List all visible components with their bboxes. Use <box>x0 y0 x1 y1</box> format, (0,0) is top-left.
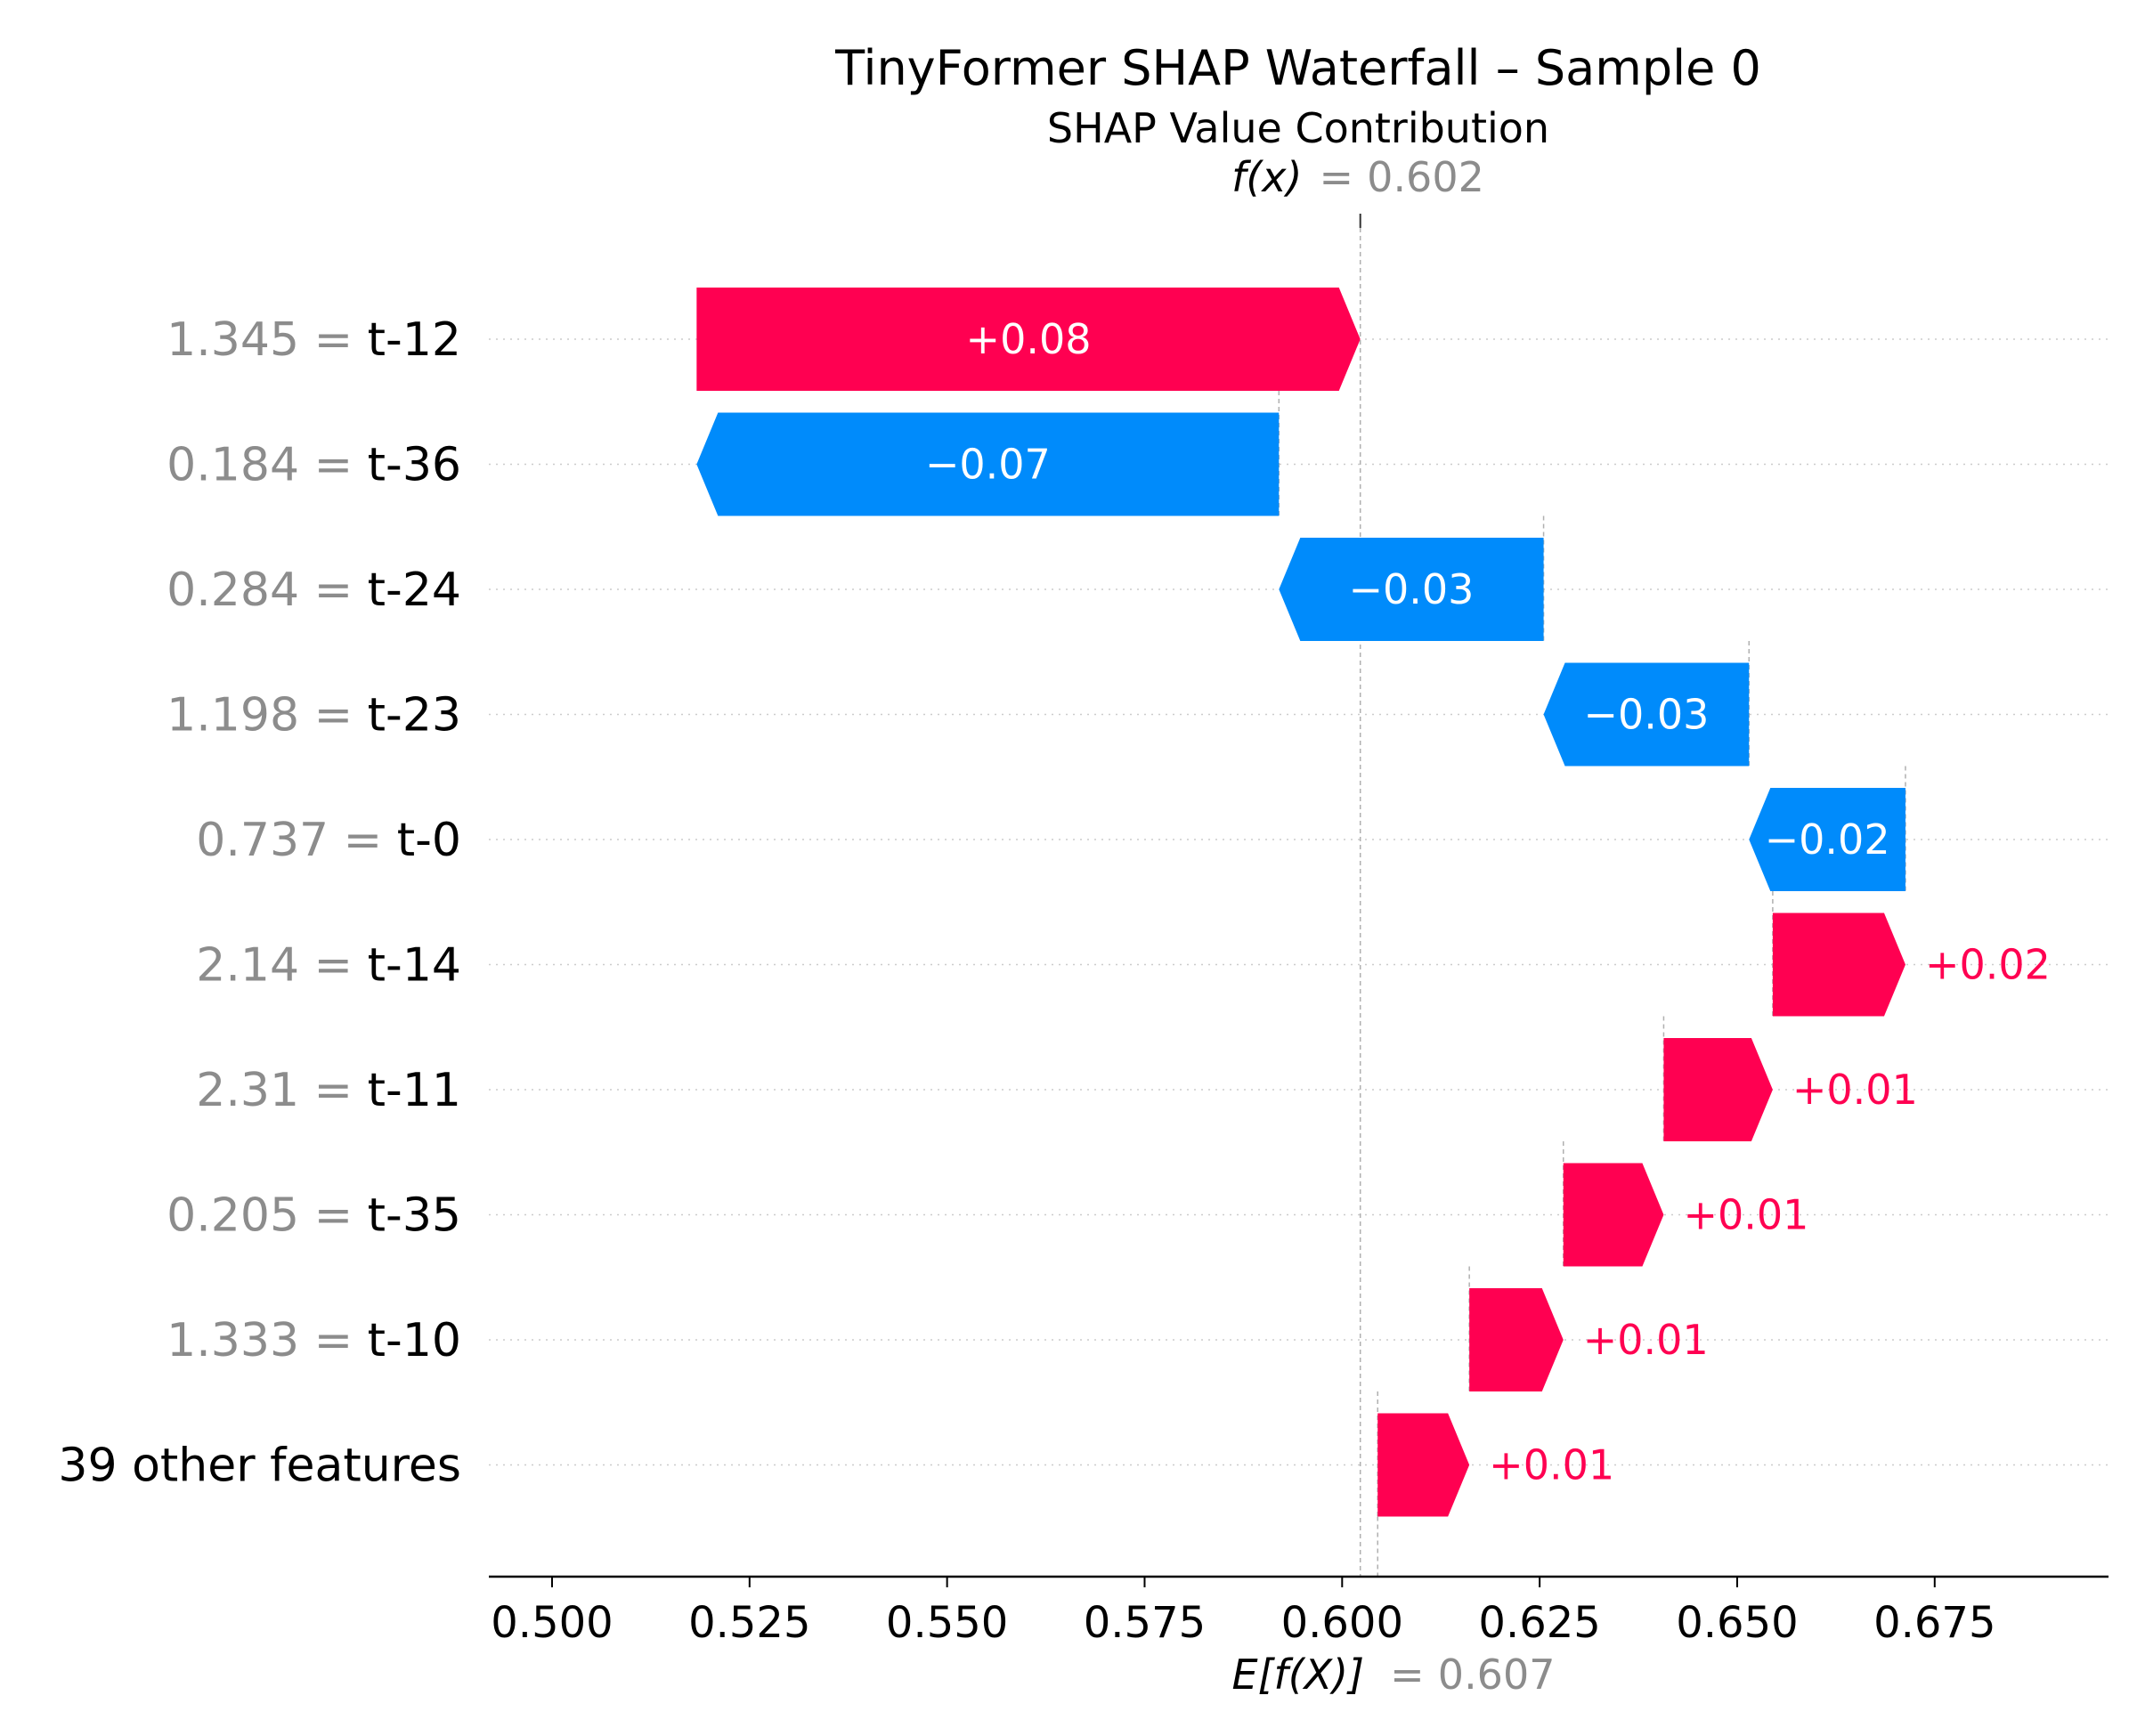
bar-value-label: +0.01 <box>1489 1441 1614 1489</box>
feature-value: 0.737 = <box>196 814 397 867</box>
feature-label: 39 other features <box>58 1440 461 1493</box>
feature-label: 0.205 = t-35 <box>167 1189 461 1243</box>
waterfall-bar <box>1663 1038 1773 1141</box>
waterfall-bar <box>1563 1163 1664 1267</box>
feature-value: 2.31 = <box>196 1064 367 1117</box>
bar-value-label: +0.01 <box>1683 1191 1808 1239</box>
bar-value-label: +0.01 <box>1792 1066 1918 1114</box>
feature-value: 1.333 = <box>167 1314 368 1367</box>
feature-value: 1.198 = <box>167 689 368 742</box>
feature-label: 0.737 = t-0 <box>196 814 461 867</box>
x-tick-label: 0.675 <box>1873 1598 1995 1648</box>
efx-annotation: E[f(X)] = 0.607 <box>1232 1651 1556 1699</box>
bars: +0.08 −0.07 −0.03 −0.03 −0.02 +0.02 +0.01 +0.01… <box>696 288 2051 1517</box>
feature-label: 2.14 = t-14 <box>196 939 461 993</box>
feature-value: 0.205 = <box>167 1189 368 1243</box>
x-axis: 0.500 0.525 0.550 0.575 0.600 0.625 0.650 0.675 <box>489 1575 2109 1648</box>
waterfall-bar <box>1377 1413 1470 1517</box>
fx-equals: = <box>1320 153 1354 201</box>
waterfall-bar <box>696 412 1280 516</box>
fx-label: f(x) <box>1231 153 1302 201</box>
feature-value: 0.284 = <box>167 564 368 617</box>
connector-lines <box>1278 214 1906 1577</box>
fx-annotation: f(x) = 0.602 <box>1231 153 1484 201</box>
feature-name: t-23 <box>368 689 461 742</box>
waterfall-bar <box>1772 913 1905 1017</box>
waterfall-bar <box>1469 1288 1564 1391</box>
feature-label: 1.333 = t-10 <box>167 1314 461 1367</box>
x-tick-label: 0.525 <box>688 1598 810 1648</box>
feature-label: 2.31 = t-11 <box>196 1064 461 1117</box>
feature-value: 0.184 = <box>167 439 368 492</box>
bar-value-label: −0.02 <box>1765 815 1890 864</box>
efx-value: 0.607 <box>1438 1651 1556 1699</box>
feature-name: t-24 <box>368 564 461 617</box>
feature-label: 0.184 = t-36 <box>167 439 461 492</box>
x-tick-label: 0.500 <box>491 1598 613 1648</box>
feature-label: 1.345 = t-12 <box>167 313 461 367</box>
feature-name: t-36 <box>368 439 461 492</box>
feature-name: t-11 <box>368 1064 461 1117</box>
bar-value-label: −0.07 <box>925 441 1051 489</box>
bar-value-label: +0.08 <box>966 315 1092 363</box>
efx-label: E[f(X)] <box>1232 1651 1365 1699</box>
waterfall-bar <box>1279 538 1544 641</box>
bar-value-label: −0.03 <box>1583 691 1709 739</box>
feature-label: 1.198 = t-23 <box>167 689 461 742</box>
feature-name: t-10 <box>368 1314 461 1367</box>
feature-label: 0.284 = t-24 <box>167 564 461 617</box>
chart-title: TinyFormer SHAP Waterfall – Sample 0 <box>834 40 1761 96</box>
feature-value: 2.14 = <box>196 939 367 993</box>
feature-name: t-35 <box>368 1189 461 1243</box>
waterfall-bar <box>1543 662 1750 767</box>
y-axis-labels: 1.345 = t-12 0.184 = t-36 0.284 = t-24 1.19… <box>58 313 461 1493</box>
bar-value-label: −0.03 <box>1348 565 1474 613</box>
feature-name: t-0 <box>397 814 461 867</box>
waterfall-bar <box>696 288 1361 391</box>
feature-name: 39 other features <box>58 1440 461 1493</box>
feature-name: t-14 <box>368 939 461 993</box>
bar-value-label: +0.01 <box>1583 1316 1709 1364</box>
bar-value-label: +0.02 <box>1925 941 2051 989</box>
x-tick-label: 0.650 <box>1676 1598 1798 1648</box>
x-tick-label: 0.575 <box>1084 1598 1206 1648</box>
fx-value: 0.602 <box>1367 153 1484 201</box>
x-tick-label: 0.550 <box>886 1598 1008 1648</box>
feature-name: t-12 <box>368 313 461 367</box>
x-tick-label: 0.625 <box>1478 1598 1600 1648</box>
x-tick-label: 0.600 <box>1281 1598 1403 1648</box>
feature-value: 1.345 = <box>167 313 368 367</box>
efx-equals: = <box>1390 1651 1425 1699</box>
waterfall-bar <box>1749 788 1905 891</box>
x-axis-label: SHAP Value Contribution <box>1047 104 1549 152</box>
